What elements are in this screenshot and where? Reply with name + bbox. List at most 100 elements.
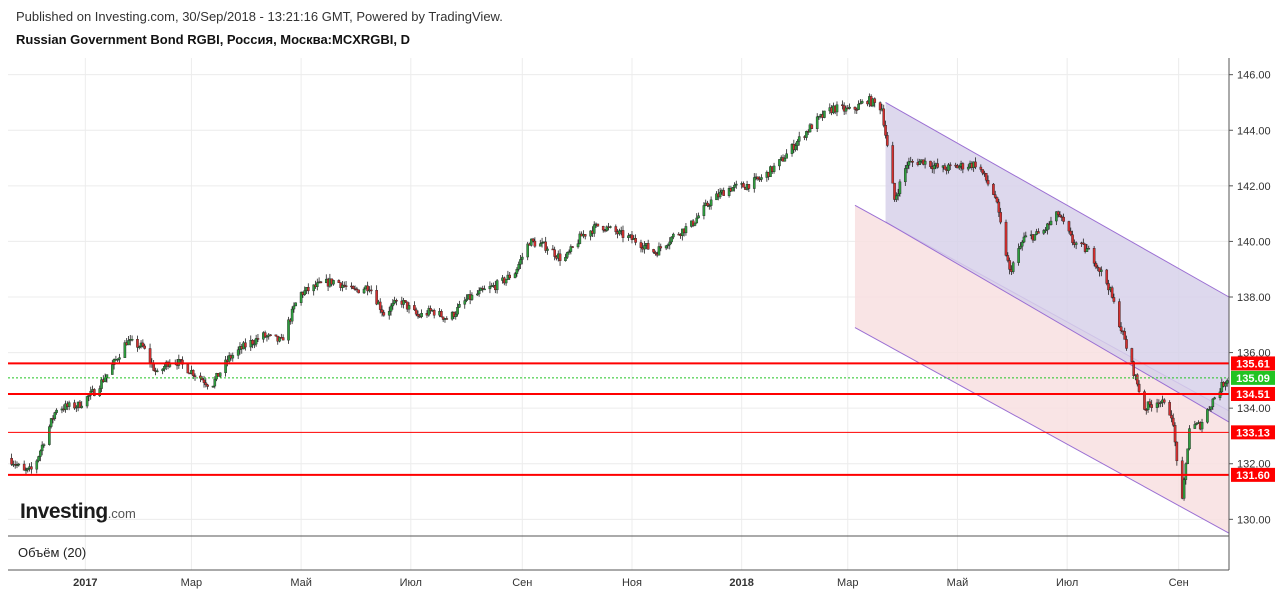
candle-body	[40, 444, 44, 452]
candle-body	[73, 402, 76, 409]
candle-body	[123, 342, 127, 358]
candle-body	[630, 234, 634, 240]
level-tag-bg	[1231, 386, 1275, 401]
candle-body	[476, 293, 479, 296]
candle-body	[614, 226, 618, 233]
y-tick-label: 146.00	[1237, 70, 1271, 82]
candle-body	[274, 334, 278, 337]
candle-body	[1119, 326, 1123, 332]
candle-body	[936, 163, 939, 168]
candle-body	[1082, 242, 1085, 245]
candle-body	[601, 225, 605, 231]
candle-body	[204, 382, 208, 386]
chart-axes	[8, 58, 1230, 571]
candle-body	[961, 163, 965, 170]
upper-channel-fill	[885, 102, 1229, 423]
candle-body	[504, 279, 508, 284]
candle-body	[1162, 399, 1166, 403]
candle-body	[429, 308, 432, 311]
brand-main: Investing	[20, 500, 108, 523]
candle-body	[668, 241, 672, 246]
candle-body	[605, 226, 609, 231]
candle-body	[886, 135, 889, 146]
candle-body	[1100, 269, 1103, 272]
price-tags: 135.61 134.51 133.13 131.60 135.09	[1231, 356, 1275, 482]
candle-body	[1069, 230, 1073, 235]
candle-body	[87, 395, 91, 397]
candle-body	[105, 374, 109, 379]
candle-body	[224, 359, 227, 374]
candle-body	[407, 305, 411, 310]
candle-body	[118, 357, 121, 360]
candle-body	[905, 164, 909, 169]
candle-body	[1092, 248, 1096, 264]
level-tag-label: 135.61	[1236, 358, 1270, 370]
candle-body	[752, 177, 756, 189]
candle-body	[785, 153, 788, 159]
candle-body	[731, 187, 734, 192]
candle-body	[984, 173, 988, 181]
candle-body	[1056, 211, 1060, 215]
candle-body	[445, 318, 449, 320]
candle-body	[1087, 248, 1091, 250]
candle-body	[609, 226, 612, 228]
candle-body	[529, 238, 533, 246]
candle-body	[1130, 348, 1134, 362]
candle-body	[1011, 262, 1015, 272]
candle-body	[569, 246, 573, 252]
x-tick-label: 2017	[73, 577, 97, 589]
candle-body	[718, 191, 722, 198]
candle-body	[1168, 402, 1171, 416]
chart-title: Russian Government Bond RGBI, Россия, Мо…	[16, 32, 411, 47]
candle-body	[256, 338, 260, 340]
candle-body	[1193, 424, 1197, 429]
candle-body	[393, 300, 396, 304]
candle-body	[253, 343, 256, 346]
candle-body	[1173, 425, 1177, 443]
candle-body	[85, 396, 89, 407]
candle-body	[218, 372, 222, 377]
candle-body	[244, 342, 247, 348]
candle-body	[369, 289, 373, 292]
candle-body	[564, 257, 567, 262]
x-tick-label: Сен	[512, 577, 532, 589]
candle-body	[100, 379, 103, 389]
candle-body	[520, 256, 524, 260]
candle-body	[697, 215, 700, 219]
candle-body	[26, 468, 30, 471]
candle-body	[1105, 269, 1109, 284]
x-tick-label: Июл	[400, 577, 422, 589]
candle-body	[1085, 248, 1089, 252]
candle-body	[893, 182, 896, 200]
candle-body	[143, 345, 146, 349]
candle-body	[1044, 229, 1047, 232]
candle-body	[375, 290, 378, 305]
candle-body	[1143, 391, 1146, 410]
level-tag-label: 133.13	[1236, 427, 1270, 439]
candle-body	[772, 165, 776, 172]
candle-body	[389, 305, 393, 312]
candle-body	[583, 234, 587, 237]
candle-body	[404, 300, 407, 303]
candle-body	[999, 212, 1002, 223]
candle-body	[420, 313, 423, 317]
candle-body	[1020, 241, 1024, 247]
candle-body	[24, 469, 28, 472]
candle-body	[578, 233, 582, 244]
candle-body	[48, 426, 51, 445]
level-tag-bg	[1231, 425, 1275, 440]
candle-body	[477, 290, 481, 295]
candle-body	[213, 378, 217, 387]
candle-body	[1033, 234, 1037, 241]
candle-body	[278, 337, 281, 342]
candle-body	[1098, 267, 1101, 272]
candle-body	[67, 402, 71, 407]
candle-body	[1042, 230, 1046, 234]
candle-body	[55, 409, 58, 413]
candle-body	[551, 248, 555, 251]
candle-body	[307, 287, 310, 292]
candle-body	[664, 245, 668, 249]
candle-body	[1148, 401, 1152, 405]
candle-body	[1019, 245, 1022, 249]
